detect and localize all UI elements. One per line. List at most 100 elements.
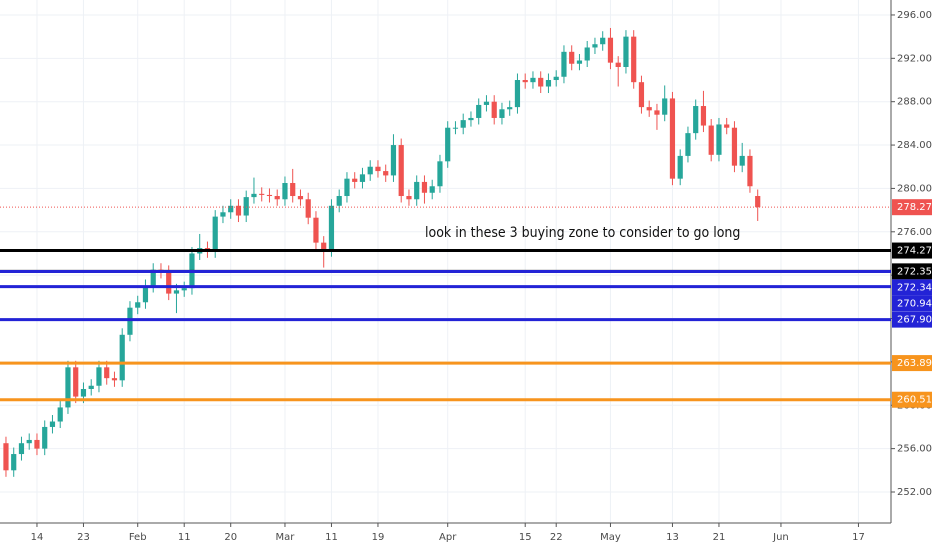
x-tick-label: 17	[852, 532, 865, 543]
x-tick-label: 23	[77, 532, 90, 543]
candle-body	[166, 271, 172, 294]
candle-body	[584, 47, 590, 61]
last-price-box	[892, 199, 932, 216]
candle-body	[576, 60, 583, 64]
x-tick-label: 22	[550, 532, 563, 543]
y-tick-label: 280.00	[897, 183, 932, 194]
level-label: 260.51	[897, 395, 932, 406]
candle-body	[336, 196, 342, 206]
x-tick-label: Jun	[772, 532, 789, 543]
candle-body	[150, 269, 156, 287]
candle-body	[135, 302, 141, 308]
candle-body	[65, 367, 71, 408]
candle-body	[631, 36, 637, 83]
candle-body	[390, 145, 397, 176]
level-label: 270.94	[897, 298, 932, 309]
candle-body	[592, 44, 598, 48]
last-price-label: 278.27	[897, 202, 932, 213]
level-label: 272.35	[897, 266, 932, 277]
candle-body	[638, 82, 645, 108]
candle-body	[26, 439, 32, 444]
candle-body	[747, 155, 753, 187]
candle-body	[57, 407, 63, 422]
x-tick-label: 20	[224, 532, 237, 543]
x-tick-label: 13	[666, 532, 679, 543]
candle-body	[731, 127, 738, 166]
candle-body	[383, 171, 389, 176]
candle-body	[313, 217, 319, 243]
x-tick-label: Apr	[439, 532, 457, 543]
y-tick-label: 276.00	[897, 227, 932, 238]
candle-body	[127, 307, 133, 335]
y-tick-label: 292.00	[897, 53, 932, 64]
candle-body	[88, 385, 94, 389]
candle-body	[359, 174, 366, 182]
candle-body	[344, 178, 350, 197]
candle-body	[142, 286, 149, 303]
x-tick-label: 19	[372, 532, 385, 543]
candle-body	[321, 242, 327, 251]
candle-body	[693, 106, 699, 134]
candle-body	[18, 443, 25, 455]
candle-body	[507, 107, 513, 110]
candle-body	[538, 77, 544, 87]
candle-body	[111, 378, 118, 381]
candle-body	[328, 205, 335, 251]
candle-body	[243, 197, 249, 216]
candle-body	[522, 80, 528, 83]
candle-body	[274, 196, 280, 200]
candle-body	[685, 133, 691, 156]
candle-body	[445, 127, 451, 162]
y-tick-label: 296.00	[897, 10, 932, 21]
candle-body	[3, 443, 9, 471]
x-tick-label: Mar	[276, 532, 296, 543]
candle-body	[452, 127, 459, 129]
candle-body	[755, 196, 761, 208]
candle-body	[266, 194, 273, 197]
candle-body	[553, 76, 559, 81]
candle-body	[569, 51, 575, 64]
candle-body	[305, 199, 311, 218]
level-label: 274.27	[897, 246, 932, 257]
candle-body	[398, 145, 404, 197]
level-label-box	[892, 355, 932, 372]
candle-body	[251, 193, 257, 198]
candle-body	[429, 186, 435, 193]
candle-body	[42, 426, 48, 449]
x-tick-label: 11	[325, 532, 338, 543]
level-label-box	[892, 242, 932, 259]
level-label-box	[892, 311, 932, 328]
x-tick-label: 21	[713, 532, 726, 543]
candle-body	[119, 334, 125, 381]
candle-body	[11, 454, 17, 471]
level-label: 267.90	[897, 315, 932, 326]
x-tick-label: 11	[178, 532, 191, 543]
candle-body	[34, 439, 40, 449]
candle-body	[607, 37, 614, 63]
candle-body	[623, 36, 629, 68]
candle-body	[212, 216, 218, 252]
x-tick-label: 15	[519, 532, 532, 543]
candle-body	[708, 125, 714, 155]
y-tick-label: 288.00	[897, 97, 932, 108]
y-tick-label: 284.00	[897, 140, 932, 151]
candle-body	[499, 109, 505, 118]
y-tick-label: 252.00	[897, 487, 932, 498]
candle-body	[352, 178, 358, 182]
grid	[0, 0, 891, 523]
candle-body	[646, 107, 652, 111]
candle-body	[724, 124, 730, 128]
candle-body	[228, 205, 234, 213]
candle-body	[561, 51, 567, 77]
candle-body	[367, 166, 373, 175]
candle-body	[297, 196, 304, 200]
candle-body	[530, 77, 536, 83]
candle-body	[406, 196, 412, 200]
annotation: look in these 3 buying zone to consider …	[425, 225, 740, 241]
level-label-box	[892, 279, 932, 296]
candle-body	[669, 98, 676, 179]
candle-body	[104, 367, 110, 379]
candle-body	[437, 161, 443, 187]
candle-body	[96, 367, 102, 386]
